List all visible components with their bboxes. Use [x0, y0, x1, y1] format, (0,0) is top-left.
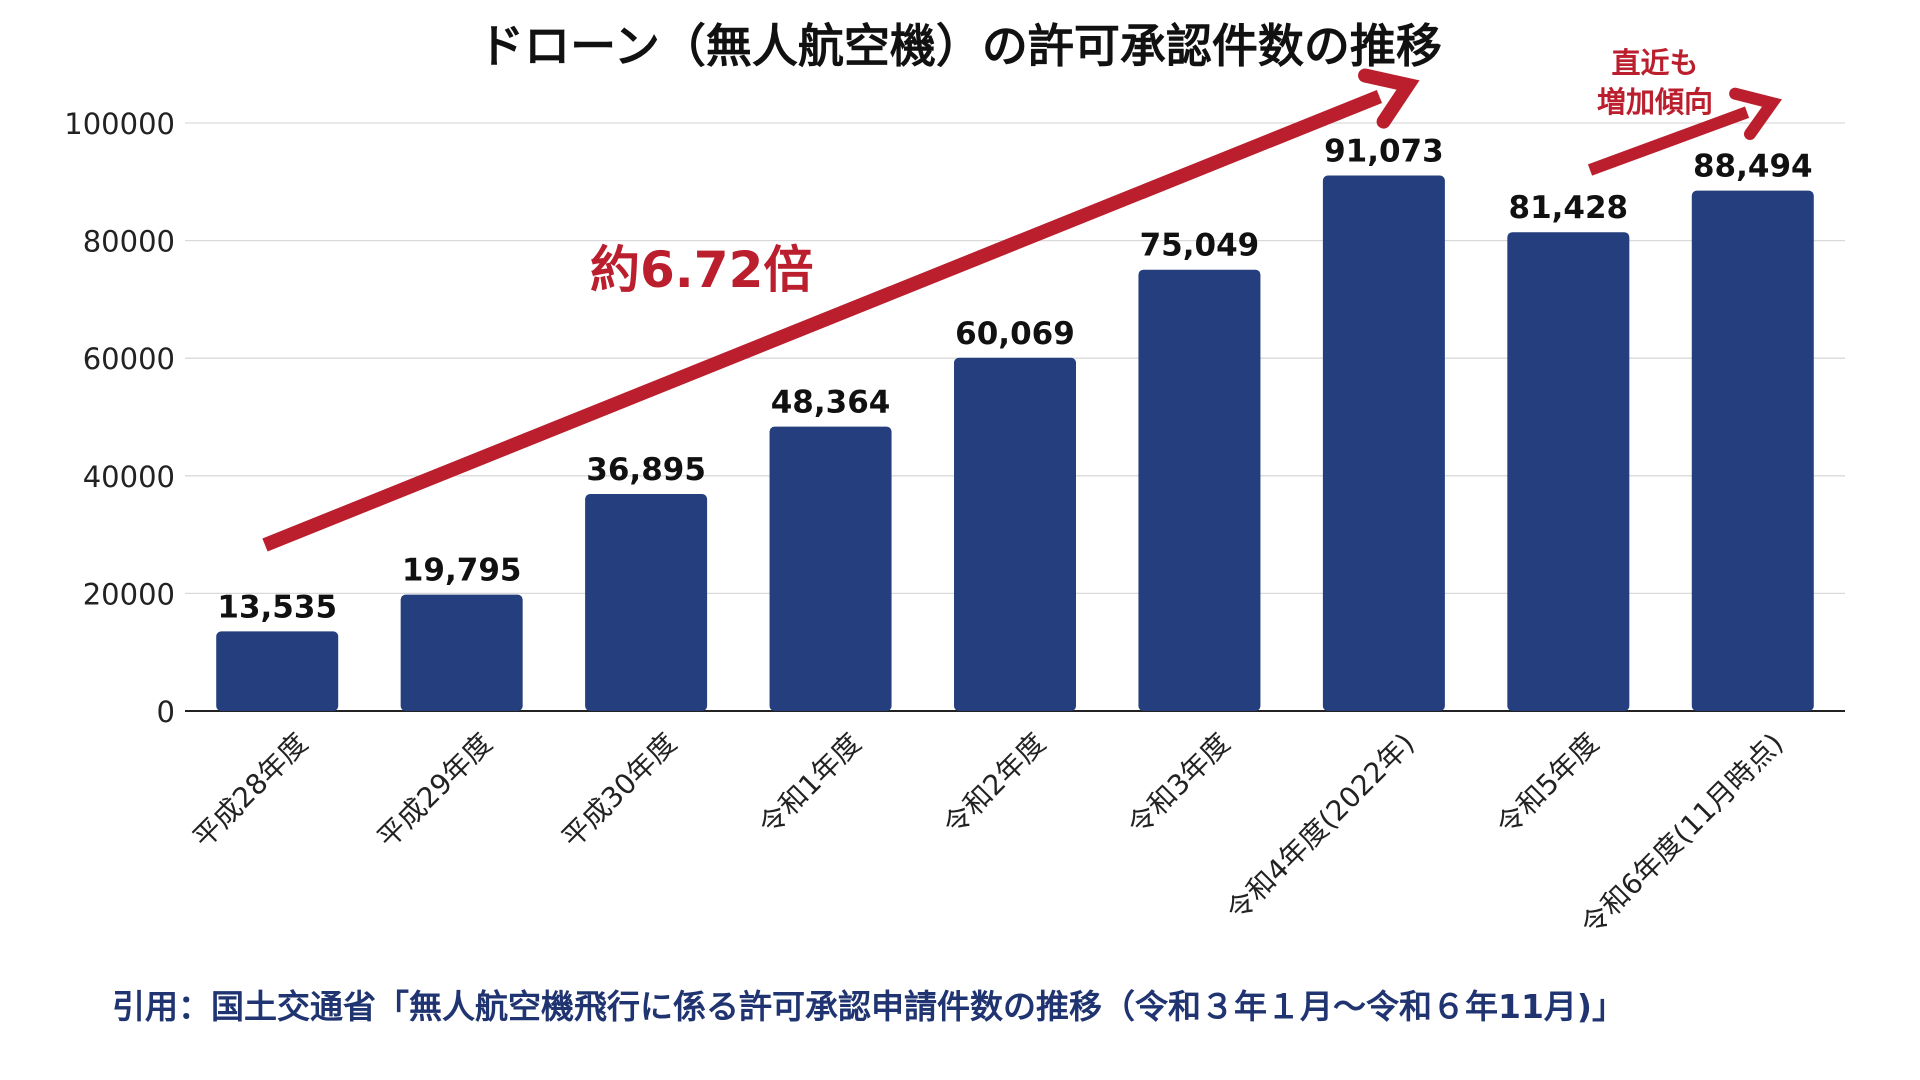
growth-arrow-head	[1358, 68, 1420, 129]
x-tick-label: 令和2年度	[937, 727, 1052, 842]
recent-trend-label: 増加傾向	[1597, 85, 1713, 119]
bar	[954, 357, 1076, 711]
bar	[1691, 190, 1814, 711]
x-tick-label: 平成29年度	[371, 727, 499, 855]
recent-arrow-shaft	[1587, 106, 1750, 176]
bars	[216, 175, 1814, 712]
x-tick-label: 令和4年度(2022年)	[1220, 727, 1421, 928]
bar	[1138, 269, 1261, 711]
y-tick-label: 20000	[83, 577, 175, 611]
bar	[400, 594, 523, 711]
x-axis-tick-labels: 平成28年度 平成29年度 平成30年度 令和1年度 令和2年度 令和3年度令和4年度(2…	[186, 727, 1789, 942]
x-tick-label: 令和1年度	[752, 727, 867, 842]
value-label: 19,795	[402, 553, 522, 589]
bar	[1507, 232, 1630, 711]
recent-arrow-head	[1729, 87, 1782, 140]
x-tick-label: 平成28年度	[186, 727, 314, 855]
y-tick-label: 0	[157, 695, 175, 729]
y-tick-label: 100000	[64, 107, 175, 141]
x-tick-label: 平成30年度	[555, 727, 683, 855]
value-label: 91,073	[1324, 133, 1444, 169]
x-tick-label: 令和3年度	[1121, 727, 1236, 842]
growth-multiplier-label: 約6.72倍	[590, 241, 813, 299]
value-label: 81,428	[1509, 190, 1629, 226]
y-tick-label: 80000	[83, 225, 175, 259]
value-label: 88,494	[1693, 149, 1813, 185]
value-label: 13,535	[217, 589, 337, 625]
recent-trend-label: 直近も	[1611, 46, 1698, 80]
source-citation: 引用：国土交通省「無人航空機飛行に係る許可承認申請件数の推移（令和３年１月〜令和…	[112, 987, 1626, 1026]
y-axis-tick-labels: 0 20000 40000 60000 80000 100000	[64, 107, 175, 729]
value-label: 75,049	[1140, 228, 1260, 264]
x-tick-label: 令和5年度	[1490, 727, 1605, 842]
bar	[769, 426, 892, 711]
bar	[1322, 175, 1445, 712]
growth-arrow-shaft	[262, 90, 1383, 552]
y-tick-label: 60000	[83, 342, 175, 376]
bar	[585, 494, 708, 711]
bar	[216, 631, 339, 711]
y-tick-label: 40000	[83, 460, 175, 494]
value-label: 48,364	[771, 385, 891, 421]
value-label: 60,069	[955, 316, 1075, 352]
value-label: 36,895	[586, 452, 706, 488]
x-tick-label: 令和6年度(11月時点)	[1575, 727, 1790, 942]
value-labels: 13,535 19,795 36,895 48,364 60,069 75,049 91,0…	[217, 133, 1812, 625]
bar-chart: 0 20000 40000 60000 80000 100000 13,535 19,795…	[64, 46, 1845, 942]
chart-title: ドローン（無人航空機）の許可承認件数の推移	[478, 19, 1442, 73]
